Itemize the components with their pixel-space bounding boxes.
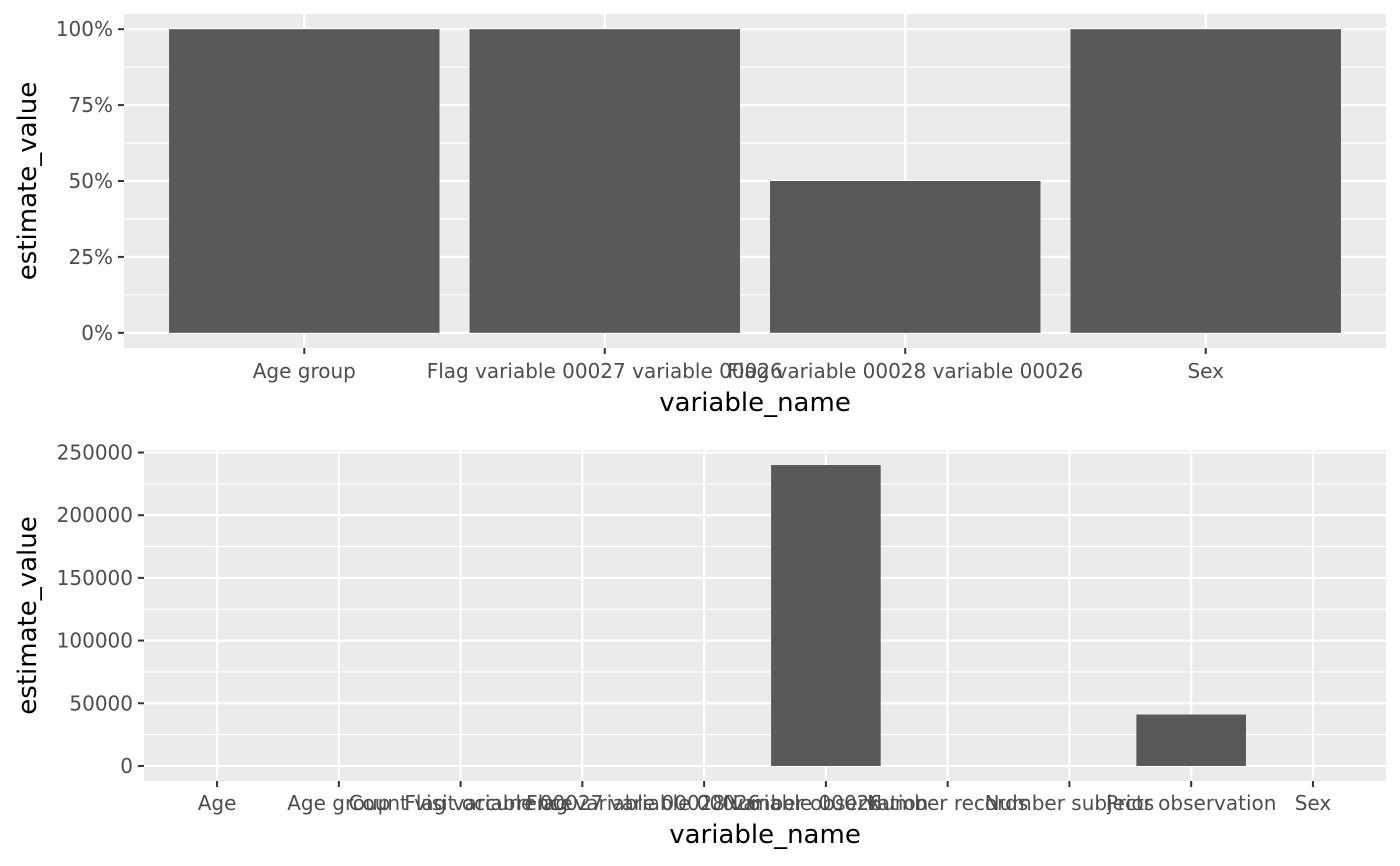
y-tick-label: 50000 — [69, 691, 133, 715]
y-tick-label: 200000 — [57, 503, 133, 527]
x-tick-label: Age — [198, 791, 237, 815]
bar — [1070, 29, 1341, 333]
bar — [169, 29, 440, 333]
x-tick-label: Sex — [1295, 791, 1332, 815]
x-tick-label: Flag variable 00028 variable 00026 — [727, 359, 1083, 383]
x-tick-label: Prior observation — [1106, 791, 1277, 815]
x-tick-label: Number observation — [723, 791, 928, 815]
x-tick-label: Age group — [253, 359, 356, 383]
bottom-chart: 0 50000 100000 150000 200000 250000 Age Age gro… — [13, 441, 1386, 850]
y-tick-label: 0% — [81, 321, 113, 345]
x-axis-title: variable_name — [659, 388, 851, 418]
x-tick-label: Number subjects — [985, 791, 1155, 815]
top-chart: 0% 25% 50% 75% 100% Age group Flag variable 00… — [13, 14, 1386, 418]
y-tick-label: 100000 — [57, 629, 133, 653]
bar — [1136, 714, 1246, 766]
y-tick-label: 150000 — [57, 566, 133, 590]
y-tick-label: 50% — [69, 169, 113, 193]
x-tick-label: Flag variable 00028 variable 00026 — [526, 791, 882, 815]
x-tick-label: Flag variable 00027 variable 00026 — [404, 791, 760, 815]
y-tick-label: 100% — [56, 17, 113, 41]
x-tick-label: Count visit occurrence — [349, 791, 573, 815]
y-axis-title: estimate_value — [13, 516, 43, 714]
x-tick-label: Sex — [1187, 359, 1224, 383]
x-tick-label: Number records — [867, 791, 1028, 815]
y-tick-label: 0 — [120, 754, 133, 778]
y-tick-label: 250000 — [57, 441, 133, 465]
x-tick-label: Flag variable 00027 variable 00026 — [427, 359, 783, 383]
y-tick-label: 75% — [69, 93, 113, 117]
x-tick-label: Age group — [287, 791, 390, 815]
x-axis-title: variable_name — [669, 820, 861, 850]
bar — [469, 29, 740, 333]
bar — [771, 465, 881, 766]
y-axis-title: estimate_value — [13, 82, 43, 280]
bar — [770, 181, 1041, 333]
y-tick-label: 25% — [69, 245, 113, 269]
